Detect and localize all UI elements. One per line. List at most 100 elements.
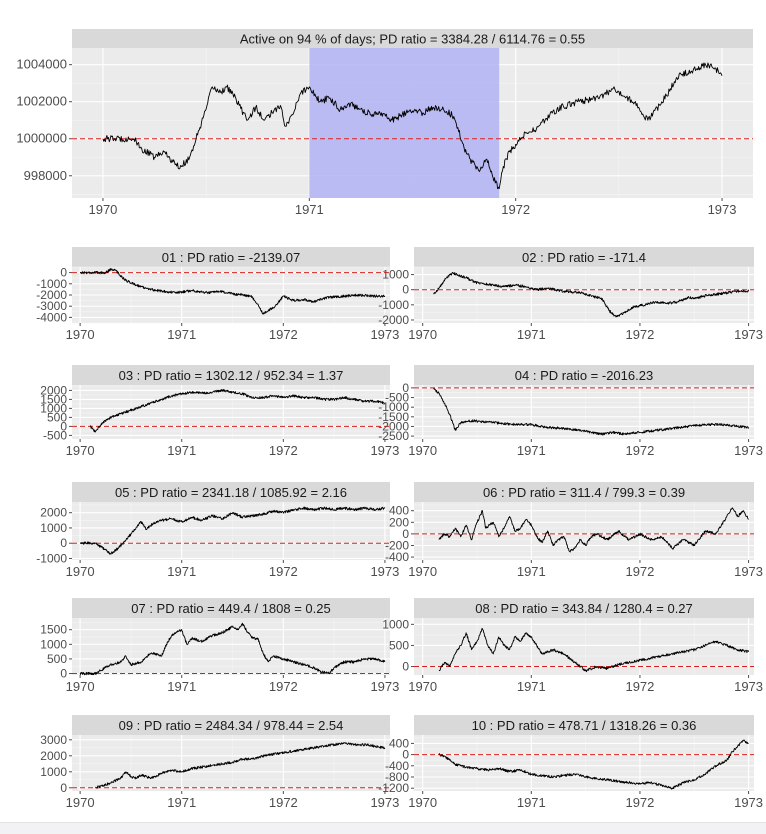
series-line bbox=[438, 739, 749, 790]
x-tick-label: 1972 bbox=[625, 795, 654, 810]
panel-01: 01 : PD ratio = -2139.07 -4000-3000-2000-… bbox=[36, 247, 399, 342]
x-tick-label: 1973 bbox=[370, 795, 399, 810]
x-tick-label: 1972 bbox=[625, 327, 654, 342]
series-line bbox=[95, 742, 386, 789]
panel-background bbox=[414, 267, 754, 323]
y-tick-label: 0 bbox=[402, 527, 409, 541]
x-tick-label: 1970 bbox=[66, 564, 95, 579]
x-tick-label: 1973 bbox=[370, 679, 399, 694]
strip-background bbox=[414, 247, 754, 267]
panel-10: 10 : PD ratio = 478.71 / 1318.26 = 0.36 -… bbox=[378, 715, 763, 810]
y-tick-label: 1000 bbox=[382, 268, 409, 282]
x-tick-label: 1971 bbox=[517, 679, 546, 694]
y-tick-label: 1000000 bbox=[16, 131, 67, 146]
panel-title: 05 : PD ratio = 2341.18 / 1085.92 = 2.16 bbox=[115, 485, 347, 500]
x-tick-label: 1972 bbox=[269, 327, 298, 342]
y-tick-label: -500 bbox=[385, 391, 409, 405]
strip-background bbox=[414, 482, 754, 502]
y-tick-label: 0 bbox=[402, 660, 409, 674]
y-tick-label: -800 bbox=[385, 770, 409, 784]
x-tick-label: 1973 bbox=[370, 564, 399, 579]
panel-main: Active on 94 % of days; PD ratio = 3384.… bbox=[16, 29, 753, 217]
x-tick-label: 1970 bbox=[408, 327, 437, 342]
y-tick-label: 500 bbox=[47, 652, 67, 666]
x-tick-label: 1972 bbox=[625, 679, 654, 694]
panel-04: 04 : PD ratio = -2016.23-2500-2000-1500-… bbox=[378, 365, 763, 458]
y-tick-label: -1000 bbox=[36, 277, 67, 291]
window-bottom-edge bbox=[0, 822, 766, 834]
panel-title: 09 : PD ratio = 2484.34 / 978.44 = 2.54 bbox=[119, 718, 344, 733]
x-tick-label: 1971 bbox=[517, 564, 546, 579]
y-tick-label: 1000 bbox=[40, 401, 67, 415]
panel-title: 02 : PD ratio = -171.4 bbox=[522, 250, 646, 265]
x-tick-label: 1970 bbox=[66, 679, 95, 694]
x-tick-label: 1971 bbox=[517, 795, 546, 810]
x-tick-label: 1972 bbox=[625, 564, 654, 579]
panel-title: 08 : PD ratio = 343.84 / 1280.4 = 0.27 bbox=[475, 601, 693, 616]
series-line bbox=[438, 628, 750, 673]
panel-06: 06 : PD ratio = 311.4 / 799.3 = 0.39 -400… bbox=[385, 482, 763, 579]
x-tick-label: 1970 bbox=[88, 202, 117, 217]
x-tick-label: 1973 bbox=[370, 443, 399, 458]
y-tick-label: -2000 bbox=[36, 288, 67, 302]
y-tick-label: -500 bbox=[43, 428, 67, 442]
series-line bbox=[79, 267, 386, 315]
x-tick-label: 1970 bbox=[408, 564, 437, 579]
x-tick-label: 1971 bbox=[167, 679, 196, 694]
y-tick-label: -1000 bbox=[378, 400, 409, 414]
y-tick-label: 1000 bbox=[40, 521, 67, 535]
x-tick-label: 1970 bbox=[408, 443, 437, 458]
x-tick-label: 1972 bbox=[625, 443, 654, 458]
panel-title: 06 : PD ratio = 311.4 / 799.3 = 0.39 bbox=[483, 485, 685, 500]
y-tick-label: 0 bbox=[60, 266, 67, 280]
x-tick-label: 1971 bbox=[295, 202, 324, 217]
y-tick-label: 1000 bbox=[40, 637, 67, 651]
y-tick-label: 0 bbox=[60, 419, 67, 433]
y-tick-label: -4000 bbox=[36, 310, 67, 324]
series-line bbox=[102, 62, 723, 190]
x-tick-label: 1973 bbox=[708, 202, 737, 217]
strip-background bbox=[72, 29, 753, 48]
y-tick-label: 1004000 bbox=[16, 57, 67, 72]
y-tick-label: -1000 bbox=[36, 551, 67, 565]
x-tick-label: 1971 bbox=[167, 795, 196, 810]
y-tick-label: -200 bbox=[385, 539, 409, 553]
strip-background bbox=[72, 247, 390, 267]
y-tick-label: 998000 bbox=[24, 168, 67, 183]
strip-background bbox=[72, 715, 390, 735]
y-tick-label: 2000 bbox=[40, 506, 67, 520]
x-tick-label: 1970 bbox=[66, 795, 95, 810]
x-tick-label: 1972 bbox=[269, 679, 298, 694]
x-tick-label: 1971 bbox=[517, 327, 546, 342]
y-tick-label: -1200 bbox=[378, 781, 409, 795]
highlight-band bbox=[309, 48, 500, 198]
x-tick-label: 1973 bbox=[734, 327, 763, 342]
x-tick-label: 1970 bbox=[408, 795, 437, 810]
series-line bbox=[79, 622, 386, 676]
series-line bbox=[433, 387, 750, 436]
x-tick-label: 1971 bbox=[167, 443, 196, 458]
y-tick-label: 0 bbox=[402, 283, 409, 297]
x-tick-label: 1973 bbox=[734, 679, 763, 694]
x-tick-label: 1972 bbox=[269, 443, 298, 458]
x-tick-label: 1970 bbox=[66, 443, 95, 458]
y-tick-label: 2000 bbox=[40, 749, 67, 763]
y-tick-label: -3000 bbox=[36, 299, 67, 313]
series-line bbox=[438, 507, 749, 553]
strip-background bbox=[414, 715, 754, 735]
series-line bbox=[89, 389, 386, 433]
y-tick-label: 0 bbox=[60, 667, 67, 681]
y-tick-label: 400 bbox=[389, 504, 409, 518]
x-tick-label: 1971 bbox=[167, 327, 196, 342]
y-tick-label: -2500 bbox=[378, 429, 409, 443]
panel-background bbox=[72, 502, 390, 560]
strip-background bbox=[414, 598, 754, 618]
y-tick-label: 1000 bbox=[382, 617, 409, 631]
series-line bbox=[433, 271, 750, 318]
y-tick-label: 200 bbox=[389, 515, 409, 529]
y-tick-label: 500 bbox=[47, 410, 67, 424]
x-tick-label: 1971 bbox=[167, 564, 196, 579]
y-tick-label: 1500 bbox=[40, 392, 67, 406]
